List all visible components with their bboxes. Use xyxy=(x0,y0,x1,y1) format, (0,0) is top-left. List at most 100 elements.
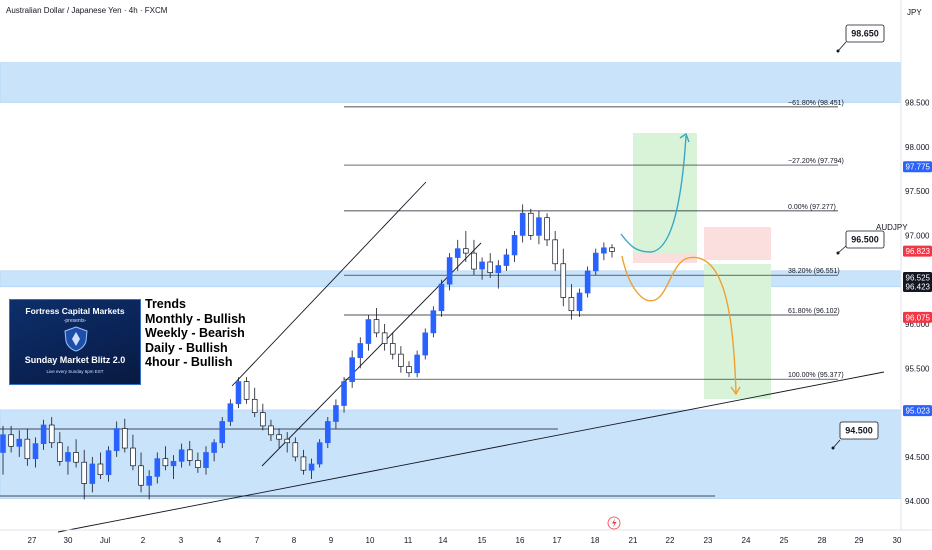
candle-bull xyxy=(479,261,485,270)
candle-bull xyxy=(503,254,510,266)
candle-bull xyxy=(16,438,23,447)
candle-bull xyxy=(89,463,96,484)
price-tag xyxy=(903,281,932,293)
price-tag-label: 96.075 xyxy=(906,313,931,322)
fib-label-4: 61.80% (96.102) xyxy=(788,308,840,315)
fib-label-2: 0.00% (97.277) xyxy=(788,204,836,211)
price-tag-label: 96.423 xyxy=(906,283,931,292)
candle-bear xyxy=(122,428,128,449)
candle-bull xyxy=(105,450,112,475)
candle-bull xyxy=(519,212,526,236)
price-tag-label: 96.525 xyxy=(906,273,931,282)
candle-bull xyxy=(154,458,161,477)
long-profit-zone xyxy=(633,133,697,253)
zone-98.650[interactable] xyxy=(0,62,902,103)
long-risk-area xyxy=(633,253,697,263)
channel-upper-line[interactable] xyxy=(231,181,427,387)
price-tag xyxy=(903,271,932,283)
candle-bear xyxy=(609,247,615,252)
callout-label-94-500: 94.500 xyxy=(845,426,873,436)
time-label: 10 xyxy=(366,536,375,545)
fib-label-5: 100.00% (95.377) xyxy=(788,372,844,379)
candle-bull xyxy=(219,421,226,444)
candlestick-series xyxy=(0,204,615,500)
trend-4hour: 4hour - Bullish xyxy=(145,355,233,369)
candle-bull xyxy=(170,460,177,467)
candle-bull xyxy=(227,403,234,422)
trend-weekly: Weekly - Bearish xyxy=(145,326,245,340)
candle-bull xyxy=(430,310,437,334)
candle-bull xyxy=(341,381,347,406)
short-profit-zone xyxy=(704,264,771,399)
price-tag-label: 97.775 xyxy=(906,163,931,172)
time-label: 4 xyxy=(217,536,222,545)
price-label: 98.000 xyxy=(905,143,930,152)
candle-bear xyxy=(560,263,567,298)
price-label: 98.500 xyxy=(905,99,930,108)
candle-bear xyxy=(162,458,169,467)
lightning-icon[interactable] xyxy=(607,516,621,530)
time-label: 30 xyxy=(64,536,73,545)
symbol-axis-label: AUDJPY xyxy=(876,223,908,232)
bullish-arrow-head xyxy=(679,132,690,143)
price-tag-label: 95.023 xyxy=(906,407,931,416)
callout-94-500[interactable]: 94.500 xyxy=(831,421,879,450)
time-label: 2 xyxy=(141,536,146,545)
price-label: 97.000 xyxy=(905,231,930,240)
callout-96-500[interactable]: 96.500 xyxy=(836,230,885,255)
candle-bull xyxy=(316,442,323,465)
candle-bear xyxy=(373,319,380,334)
candle-bull xyxy=(454,248,461,258)
candle-bull xyxy=(511,235,518,256)
candle-bull xyxy=(203,452,209,468)
fib-label-0: −61.80% (98.451) xyxy=(788,100,844,107)
price-label: 95.500 xyxy=(905,364,930,373)
trend-daily: Daily - Bullish xyxy=(145,340,228,355)
candle-bear xyxy=(97,463,104,475)
candle-bull xyxy=(40,424,47,444)
candle-bear xyxy=(568,297,575,312)
candle-bull xyxy=(308,463,315,471)
time-label: 29 xyxy=(855,536,864,545)
candle-bull xyxy=(536,217,542,236)
candle-bear xyxy=(130,447,136,467)
candle-bull xyxy=(365,319,372,344)
short-stop-zone xyxy=(704,227,771,260)
trend-summary: Trends Monthly - Bullish Weekly - Bearis… xyxy=(145,297,246,370)
time-label: 17 xyxy=(553,536,562,545)
channel-lower-line[interactable] xyxy=(261,242,482,467)
candle-bull xyxy=(584,270,591,294)
candle-bear xyxy=(73,452,79,463)
candle-bear xyxy=(292,442,299,458)
symbol-title[interactable]: Australian Dollar / Japanese Yen · 4h · … xyxy=(6,6,168,15)
candle-bull xyxy=(357,343,364,359)
time-label: Jul xyxy=(100,536,110,545)
trend-monthly: Monthly - Bullish xyxy=(145,311,246,326)
fibonacci-levels[interactable]: −61.80% (98.451) −27.20% (97.794) 0.00% (9… xyxy=(344,100,844,380)
candle-bull xyxy=(349,357,355,382)
candle-bear xyxy=(406,366,412,374)
time-label: 3 xyxy=(179,536,184,545)
candle-bear xyxy=(48,424,55,444)
candle-bull xyxy=(0,434,6,453)
candle-bear xyxy=(276,434,282,440)
price-label: 94.500 xyxy=(905,453,930,462)
banner-title: Fortress Capital Markets xyxy=(25,306,125,316)
fib-label-1: −27.20% (97.794) xyxy=(788,158,844,165)
candle-bear xyxy=(195,460,201,468)
banner-schedule: Live every Sunday 6pm EST xyxy=(46,369,104,374)
candle-bear xyxy=(243,381,250,400)
long-term-trendline[interactable] xyxy=(57,371,885,533)
price-label: 94.000 xyxy=(905,497,930,506)
supply-demand-zones xyxy=(0,62,902,499)
bearish-arrow-head xyxy=(730,386,741,396)
time-label: 9 xyxy=(329,536,334,545)
candle-bull xyxy=(235,381,242,405)
shield-logo-icon xyxy=(64,326,88,352)
time-label: 28 xyxy=(818,536,827,545)
candle-bear xyxy=(487,261,493,273)
callout-98-650[interactable]: 98.650 xyxy=(836,24,885,53)
candle-bull xyxy=(65,452,71,462)
trends-heading: Trends xyxy=(145,297,186,311)
